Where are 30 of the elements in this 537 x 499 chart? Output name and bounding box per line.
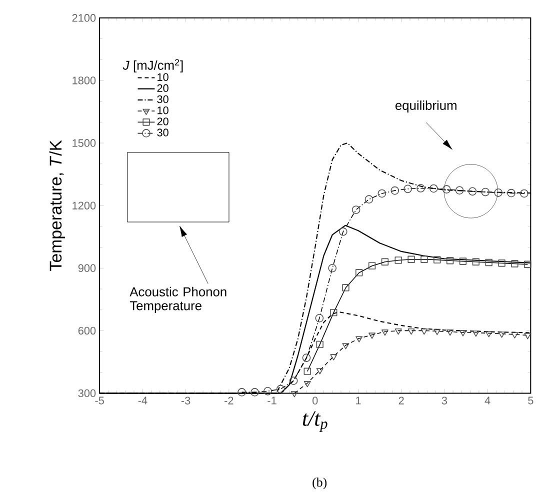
x-tick-label: 1 [356,396,361,404]
y-tick-label: 300 [78,390,96,398]
y-tick-label: 1200 [72,202,96,210]
legend-label: 20 [157,118,168,126]
legend-title: J [mJ/cm$^{2}$] [122,59,183,73]
text: (b) [312,478,327,490]
legend-label: 30 [157,96,168,104]
annotation: equilibrium [395,100,456,113]
x-tick-label: -1 [268,396,276,404]
y-tick-label: 900 [78,264,96,272]
annotation: Acoustic Phonon Temperature [130,287,226,313]
y-tick-label: 1800 [72,76,96,84]
x-tick-label: -5 [95,396,104,404]
x-tick-label: -4 [138,396,148,404]
y-axis-title: Temperature, T/K [49,140,65,271]
y-tick-label: 600 [78,326,96,335]
y-tick-label: 2100 [72,14,96,22]
x-tick-label: -2 [224,396,234,404]
x-tick-label: 4 [484,396,490,404]
x-axis-title: t/t$_{p}$ [302,411,328,432]
legend-label: 20 [157,84,168,92]
x-tick-label: -3 [181,396,190,405]
legend-label: 30 [157,128,168,136]
x-tick-label: 2 [398,396,404,404]
x-tick-label: 3 [442,396,447,405]
legend-label: 10 [158,106,168,114]
x-tick-label: 0 [312,396,318,405]
y-tick-label: 1500 [72,139,96,147]
legend-label: 10 [158,73,168,82]
x-tick-label: 5 [528,396,534,404]
